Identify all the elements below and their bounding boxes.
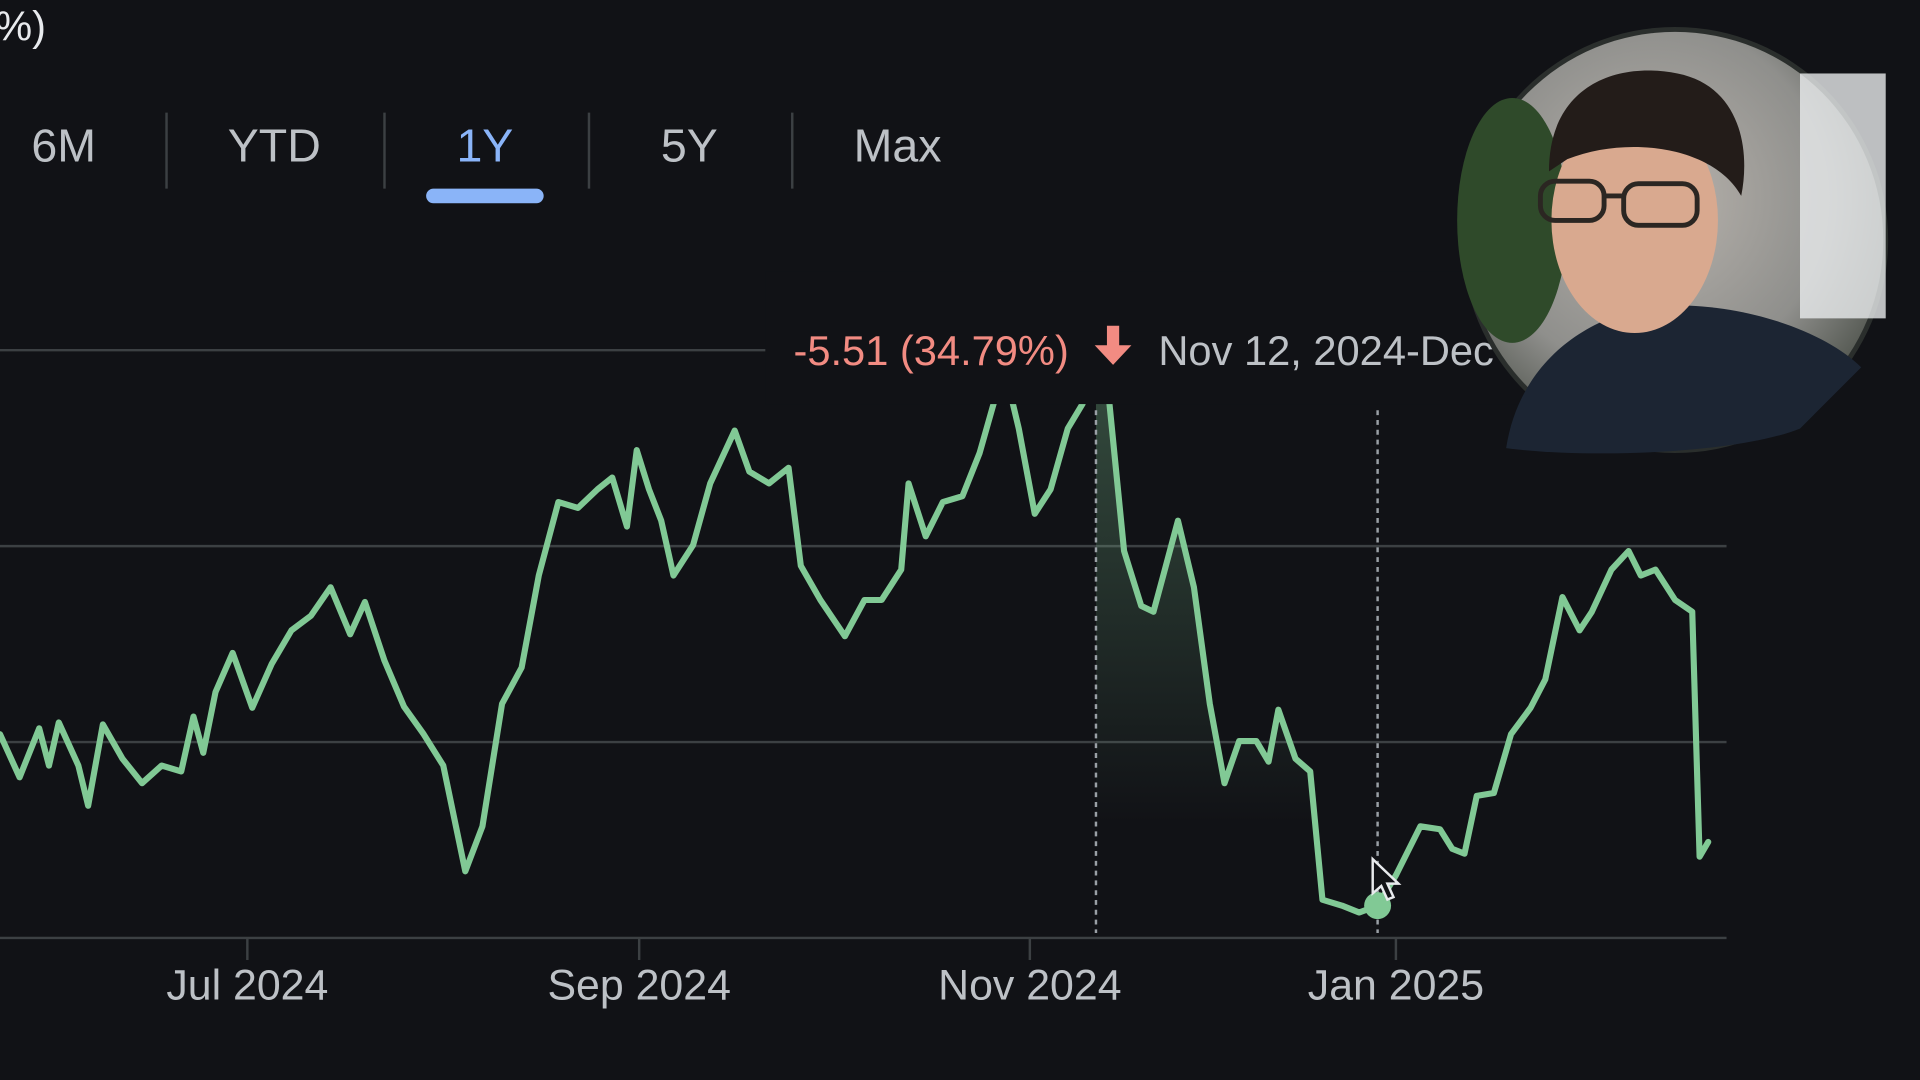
range-tab[interactable]: 5Y — [661, 120, 718, 172]
x-tick-label: Jul 2024 — [166, 961, 328, 1009]
glasses — [1537, 178, 1700, 228]
plot: Jul 2024 Sep 2024 Nov 2024 Jan 2025 — [0, 348, 1727, 1009]
mouse-cursor — [1371, 856, 1402, 902]
range-tabs: 6M YTD 1Y 5Y Max — [31, 112, 942, 204]
sweater — [1506, 305, 1862, 454]
tooltip-change: -5.51 (34.79%) — [793, 327, 1068, 374]
x-tick-label: Sep 2024 — [547, 961, 730, 1009]
range-tab[interactable]: Max — [854, 120, 942, 172]
down-arrow — [1094, 325, 1132, 365]
window — [1800, 73, 1886, 319]
tooltip: -5.51 (34.79%) Nov 12, 2024-Dec — [765, 271, 1525, 405]
price-line — [0, 362, 1712, 916]
tooltip-range: Nov 12, 2024-Dec — [1158, 327, 1493, 374]
x-tick-label: Nov 2024 — [938, 961, 1121, 1009]
range-tab[interactable]: 1Y — [456, 120, 513, 172]
active-tab-underline — [426, 188, 544, 204]
x-tick-label: Jan 2025 — [1308, 961, 1484, 1009]
hair — [1548, 70, 1745, 196]
range-tab[interactable]: 6M — [31, 120, 96, 172]
selection-area — [1095, 365, 1378, 938]
range-tab[interactable]: YTD — [228, 120, 321, 172]
face — [1551, 107, 1718, 334]
selection-end-dot — [1364, 892, 1392, 920]
tooltip-background — [765, 271, 1525, 405]
header-fragment: %) — [0, 2, 46, 49]
plant — [1457, 97, 1568, 343]
webcam — [1457, 26, 1889, 454]
